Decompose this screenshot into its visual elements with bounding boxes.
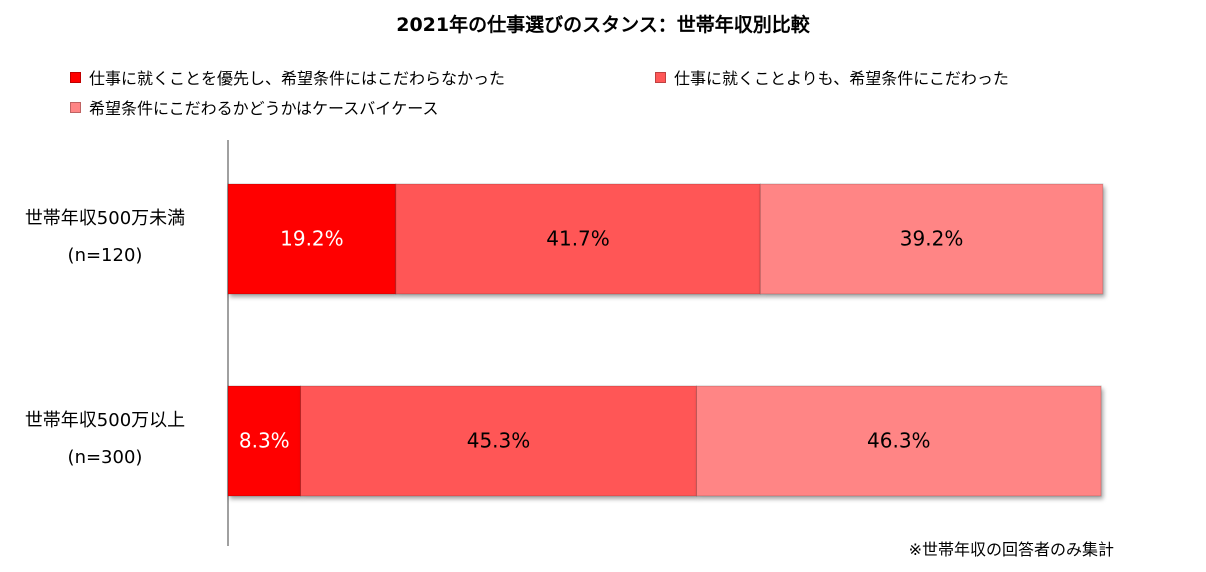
bar-segment-cat0-series2 xyxy=(759,183,1104,295)
category-n-over-500: (n=300) xyxy=(67,447,143,468)
chart-title: 2021年の仕事選びのスタンス：世帯年収別比較 xyxy=(396,14,810,36)
legend-swatch-prioritize-conditions xyxy=(655,71,666,83)
legend-label-prioritize-job: 仕事に就くことを優先し、希望条件にはこだわらなかった xyxy=(89,69,506,88)
bar-segment-cat0-series1 xyxy=(395,183,761,295)
data-label-cat0-series1: 41.7% xyxy=(546,227,610,251)
footnote: ※世帯年収の回答者のみ集計 xyxy=(908,540,1114,559)
data-label-cat1-series1: 45.3% xyxy=(467,429,531,453)
legend-item-prioritize-job: 仕事に就くことを優先し、希望条件にはこだわらなかった xyxy=(70,66,505,88)
legend-swatch-case-by-case xyxy=(70,101,81,113)
category-n-under-500: (n=120) xyxy=(67,245,143,266)
data-label-cat0-series0: 19.2% xyxy=(280,227,344,251)
legend-label-case-by-case: 希望条件にこだわるかどうかはケースバイケース xyxy=(89,99,439,118)
data-label-cat0-series2: 39.2% xyxy=(900,227,964,251)
category-label-over-500: 世帯年収500万以上 xyxy=(24,410,186,431)
bar-segment-cat1-series1 xyxy=(300,385,697,497)
legend-label-prioritize-conditions: 仕事に就くことよりも、希望条件にこだわった xyxy=(674,69,1009,88)
bar-segment-cat1-series2 xyxy=(695,385,1102,497)
data-label-cat1-series2: 46.3% xyxy=(867,429,931,453)
bar-segment-cat1-series0 xyxy=(227,385,302,497)
legend-swatch-prioritize-job xyxy=(70,71,81,83)
legend-item-prioritize-conditions: 仕事に就くことよりも、希望条件にこだわった xyxy=(655,66,1009,88)
category-label-under-500: 世帯年収500万未満 xyxy=(24,208,186,229)
legend-item-case-by-case: 希望条件にこだわるかどうかはケースバイケース xyxy=(70,96,438,118)
data-label-cat1-series0: 8.3% xyxy=(239,429,290,453)
